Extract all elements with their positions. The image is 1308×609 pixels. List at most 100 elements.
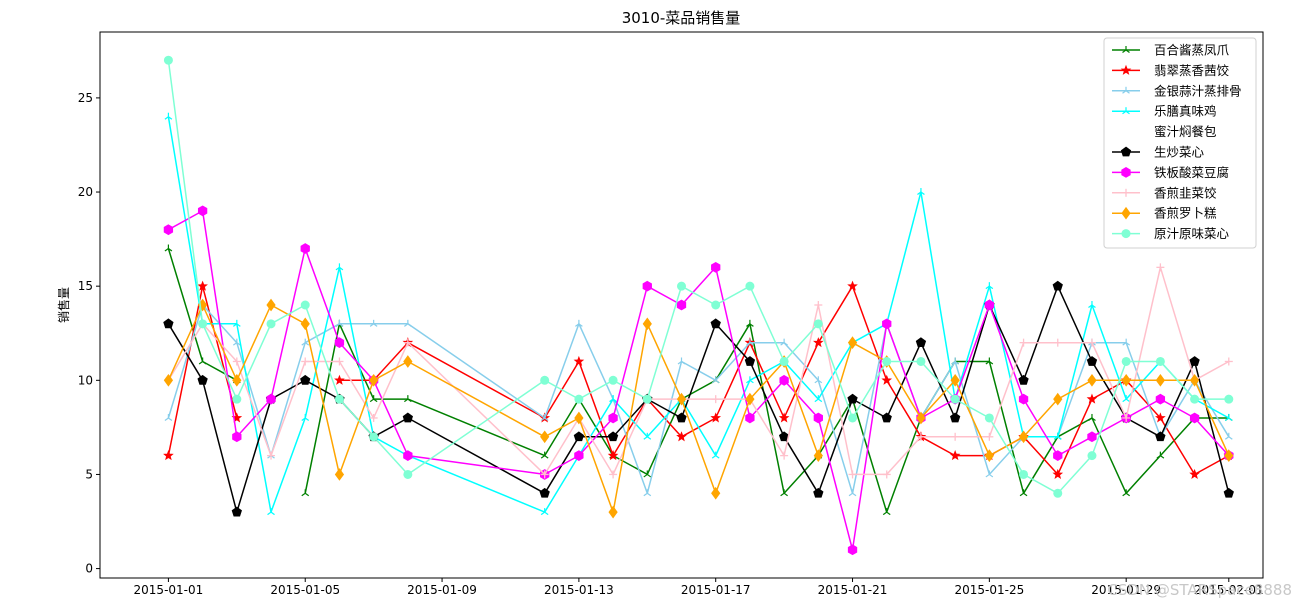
- y-axis-label: 销售量: [56, 287, 71, 323]
- data-point: [1224, 394, 1234, 404]
- data-point: [1155, 412, 1166, 423]
- data-point: [232, 338, 241, 346]
- data-point: [882, 470, 891, 479]
- data-point: [949, 450, 961, 461]
- data-point: [1121, 356, 1131, 366]
- series-line: [339, 285, 1230, 476]
- data-point: [164, 413, 173, 421]
- x-tick-label: 2015-01-21: [818, 583, 888, 597]
- data-point: [403, 338, 412, 347]
- data-point: [1224, 432, 1233, 440]
- data-point: [917, 188, 925, 196]
- data-point: [369, 395, 378, 403]
- data-point: [779, 356, 789, 366]
- chart-title: 3010-菜品销售量: [622, 9, 741, 27]
- data-point: [540, 430, 550, 444]
- data-point: [1122, 188, 1130, 197]
- data-point: [1053, 488, 1063, 498]
- data-point: [1019, 338, 1028, 347]
- data-point: [608, 375, 618, 385]
- data-point: [916, 356, 926, 366]
- data-point: [574, 394, 584, 404]
- x-tick-label: 2015-02-01: [1194, 583, 1264, 597]
- data-point: [1189, 412, 1200, 424]
- data-point: [163, 450, 174, 461]
- data-point: [334, 394, 344, 404]
- data-point: [643, 470, 652, 478]
- data-point: [1086, 356, 1098, 366]
- data-point: [848, 489, 857, 497]
- legend-entry: 蜜汁焖餐包: [1112, 124, 1217, 139]
- data-point: [369, 373, 379, 387]
- data-point: [779, 374, 789, 386]
- data-point: [1224, 357, 1233, 366]
- legend-label: 香煎韭菜饺: [1154, 185, 1217, 200]
- data-point: [985, 432, 994, 441]
- data-point: [746, 338, 754, 346]
- data-point: [198, 319, 208, 329]
- data-point: [1086, 393, 1098, 404]
- data-point: [198, 357, 207, 365]
- data-point: [1052, 280, 1063, 291]
- legend-entry: 翡翠蒸香茜饺: [1112, 63, 1230, 78]
- data-point: [335, 263, 344, 271]
- x-tick-label: 2015-01-25: [954, 583, 1024, 597]
- data-point: [163, 373, 174, 387]
- y-tick-label: 0: [85, 562, 93, 576]
- data-point: [780, 489, 788, 497]
- data-point: [848, 470, 857, 479]
- y-tick-label: 10: [78, 373, 93, 387]
- data-point: [745, 392, 755, 406]
- data-point: [540, 508, 549, 516]
- data-point: [814, 395, 823, 403]
- data-point: [710, 318, 721, 329]
- data-point: [1122, 46, 1130, 53]
- y-tick-label: 5: [85, 467, 93, 481]
- legend-label: 乐膳真味鸡: [1154, 104, 1217, 119]
- data-point: [369, 319, 378, 327]
- data-point: [814, 376, 823, 384]
- data-point: [985, 357, 994, 365]
- data-point: [642, 280, 652, 292]
- y-tick-label: 15: [78, 279, 93, 293]
- data-point: [539, 487, 550, 498]
- legend-entry: 铁板酸菜豆腐: [1112, 165, 1229, 180]
- data-point: [609, 395, 617, 403]
- legend-entry: 金银蒜汁蒸排骨: [1112, 83, 1242, 98]
- data-point: [300, 317, 310, 331]
- data-point: [164, 244, 173, 252]
- series-10: [163, 55, 1234, 498]
- data-point: [745, 281, 755, 291]
- x-axis: 2015-01-01 2015-01-05 2015-01-09 2015-01-13…: [134, 578, 1264, 597]
- data-point: [780, 338, 788, 346]
- data-point: [1224, 413, 1233, 421]
- data-point: [1053, 432, 1062, 440]
- data-point: [301, 413, 310, 421]
- data-point: [1155, 431, 1166, 442]
- data-point: [403, 450, 413, 461]
- data-point: [1053, 392, 1063, 406]
- data-point: [608, 505, 618, 519]
- data-point: [813, 487, 824, 498]
- data-point: [267, 508, 275, 516]
- data-point: [402, 412, 414, 423]
- data-point: [575, 319, 583, 327]
- data-point: [882, 508, 891, 516]
- data-point: [403, 469, 413, 479]
- x-tick-label: 2015-01-05: [270, 583, 340, 597]
- data-point: [1122, 338, 1131, 346]
- data-point: [1018, 430, 1029, 444]
- x-tick-label: 2015-01-09: [407, 583, 477, 597]
- data-point: [949, 412, 961, 423]
- data-point: [1122, 395, 1131, 403]
- data-point: [814, 301, 823, 309]
- data-point: [882, 356, 892, 366]
- data-point: [1120, 64, 1132, 75]
- data-point: [1121, 206, 1131, 220]
- data-point: [574, 411, 584, 425]
- data-point: [231, 506, 242, 517]
- data-point: [1122, 489, 1131, 497]
- data-point: [1087, 373, 1097, 387]
- data-point: [1155, 356, 1165, 366]
- data-point: [847, 280, 858, 291]
